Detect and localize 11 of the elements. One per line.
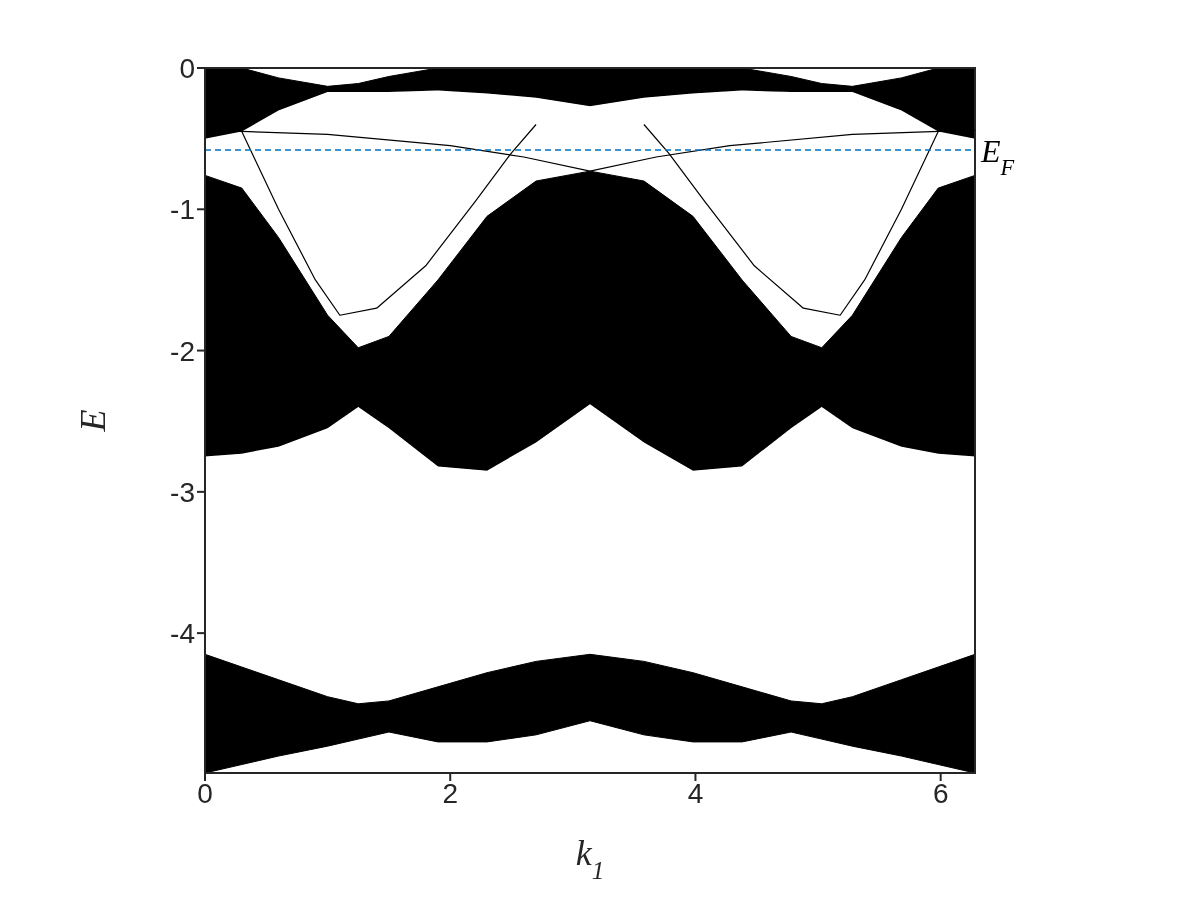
y-tick-label: -1: [170, 194, 195, 226]
y-tick-label: -2: [170, 335, 195, 367]
x-tick-label: 2: [442, 777, 459, 809]
y-tick-label: -4: [170, 618, 195, 650]
y-axis-title: E: [73, 409, 113, 433]
x-axis-title: k$_{1}$: [575, 833, 605, 884]
y-tick-label: 0: [179, 52, 195, 84]
ref-line-label: E$_{F}$: [980, 132, 1015, 180]
x-tick-label: 6: [932, 777, 949, 809]
x-tick-label: 4: [687, 777, 704, 809]
y-tick-label: -3: [170, 476, 195, 508]
